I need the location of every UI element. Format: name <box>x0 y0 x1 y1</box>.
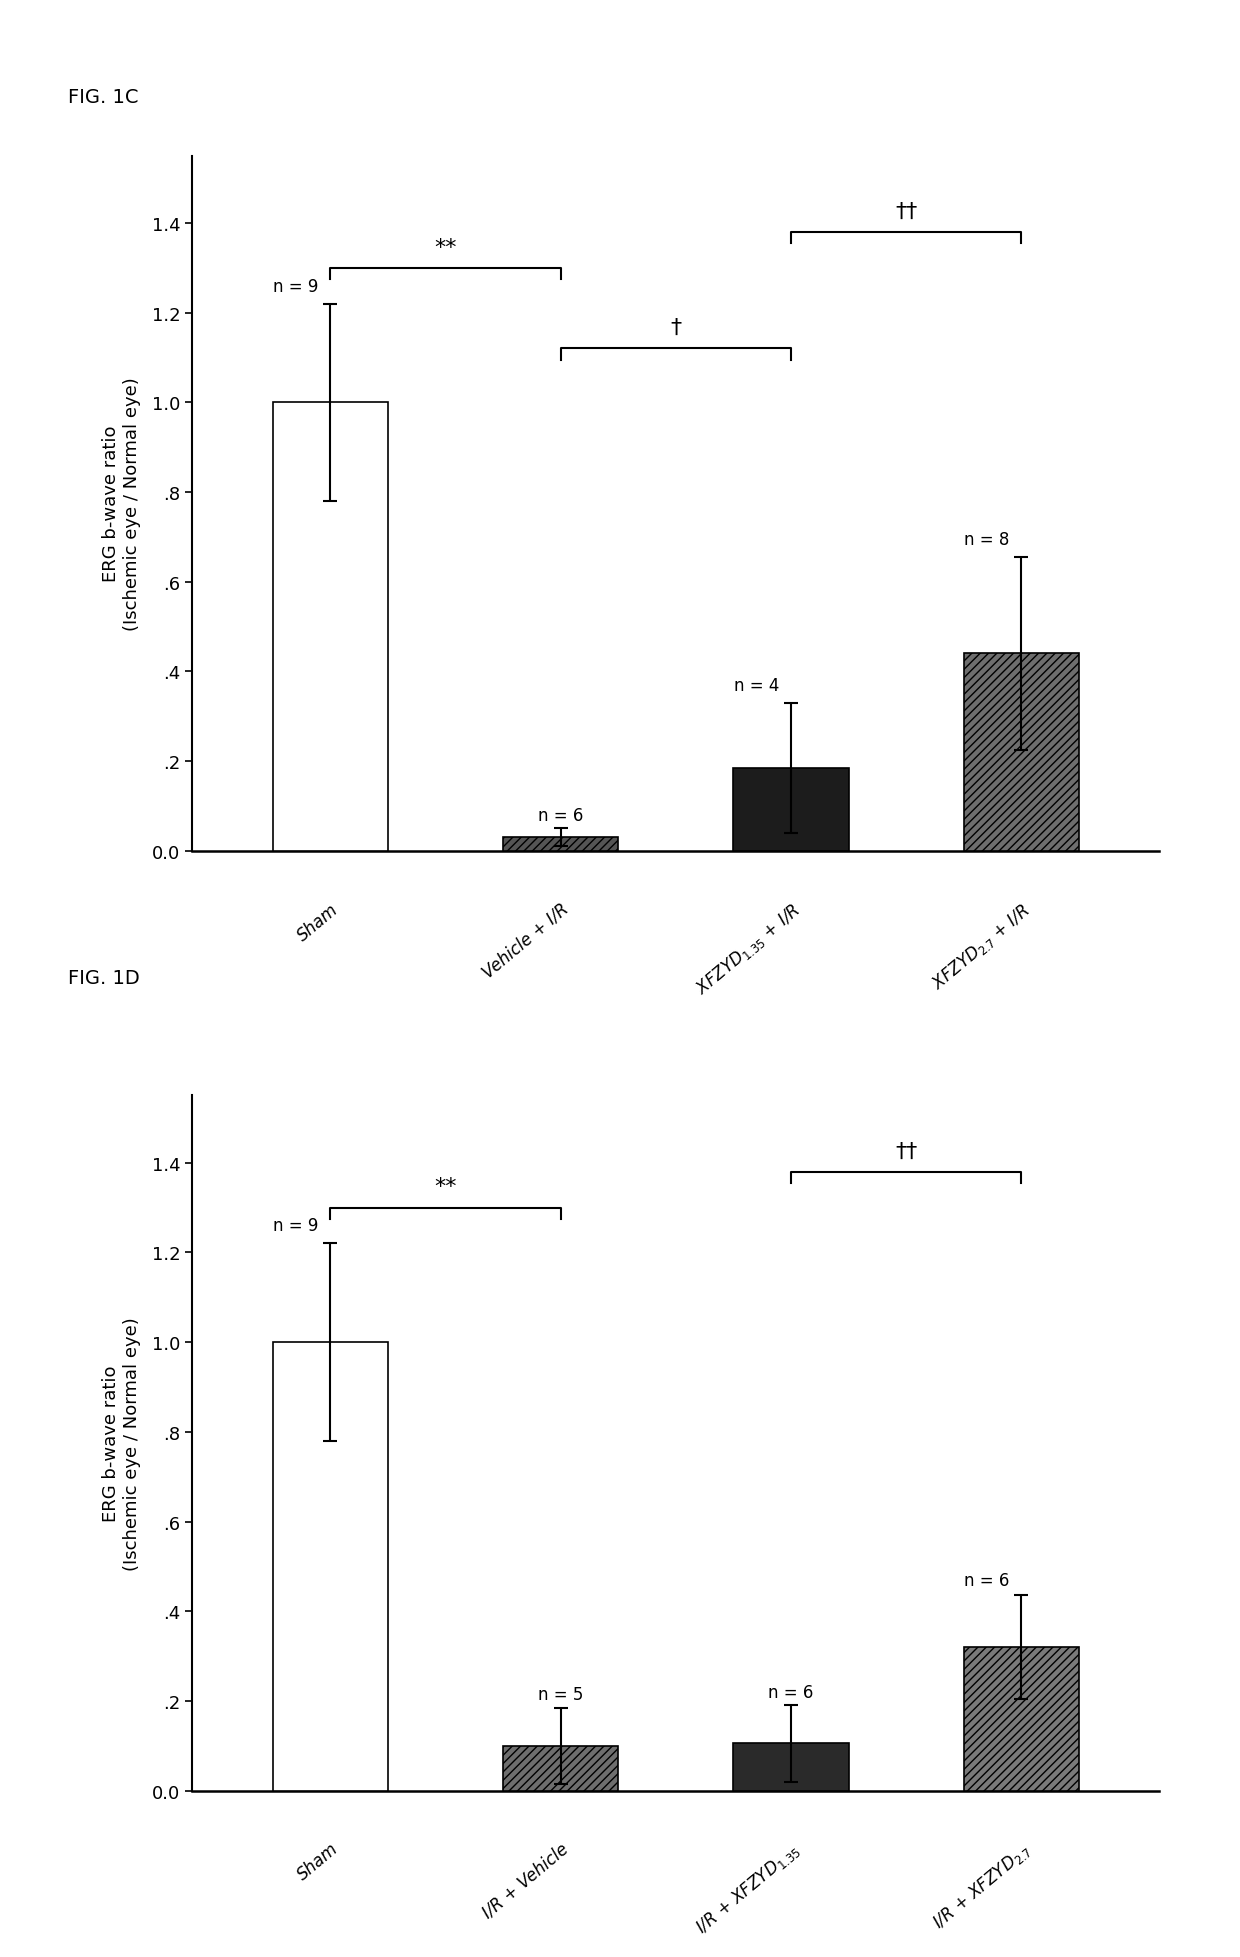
Text: Sham: Sham <box>294 1840 342 1883</box>
Text: n = 9: n = 9 <box>273 1217 319 1235</box>
Y-axis label: ERG b-wave ratio
(Ischemic eye / Normal eye): ERG b-wave ratio (Ischemic eye / Normal … <box>102 378 140 630</box>
Text: n = 5: n = 5 <box>538 1685 583 1703</box>
Text: I/R + Vehicle: I/R + Vehicle <box>480 1840 572 1922</box>
Bar <box>503 1746 619 1791</box>
Text: n = 8: n = 8 <box>963 530 1009 548</box>
Bar <box>963 654 1079 851</box>
Text: FIG. 1C: FIG. 1C <box>68 88 139 108</box>
Text: ††: †† <box>895 202 918 221</box>
Text: **: ** <box>434 1176 456 1198</box>
Bar <box>733 1744 848 1791</box>
Text: XFZYD$_{2.7}$ + I/R: XFZYD$_{2.7}$ + I/R <box>929 900 1034 992</box>
Bar <box>273 403 388 851</box>
Text: n = 4: n = 4 <box>734 677 779 695</box>
Text: I/R + XFZYD$_{1.35}$: I/R + XFZYD$_{1.35}$ <box>692 1840 804 1937</box>
Text: XFZYD$_{1.35}$ + I/R: XFZYD$_{1.35}$ + I/R <box>692 900 804 998</box>
Text: n = 6: n = 6 <box>769 1683 813 1701</box>
Text: n = 9: n = 9 <box>273 278 319 296</box>
Text: **: ** <box>434 237 456 258</box>
Text: Vehicle + I/R: Vehicle + I/R <box>480 900 572 982</box>
Bar <box>503 838 619 851</box>
Bar <box>273 1343 388 1791</box>
Bar <box>963 1648 1079 1791</box>
Text: FIG. 1D: FIG. 1D <box>68 969 140 988</box>
Y-axis label: ERG b-wave ratio
(Ischemic eye / Normal eye): ERG b-wave ratio (Ischemic eye / Normal … <box>102 1317 140 1570</box>
Text: ††: †† <box>895 1141 918 1161</box>
Text: †: † <box>671 319 681 339</box>
Text: I/R + XFZYD$_{2.7}$: I/R + XFZYD$_{2.7}$ <box>929 1840 1034 1932</box>
Text: n = 6: n = 6 <box>538 806 583 824</box>
Text: n = 6: n = 6 <box>963 1571 1009 1589</box>
Text: Sham: Sham <box>294 900 342 943</box>
Bar <box>733 769 848 851</box>
